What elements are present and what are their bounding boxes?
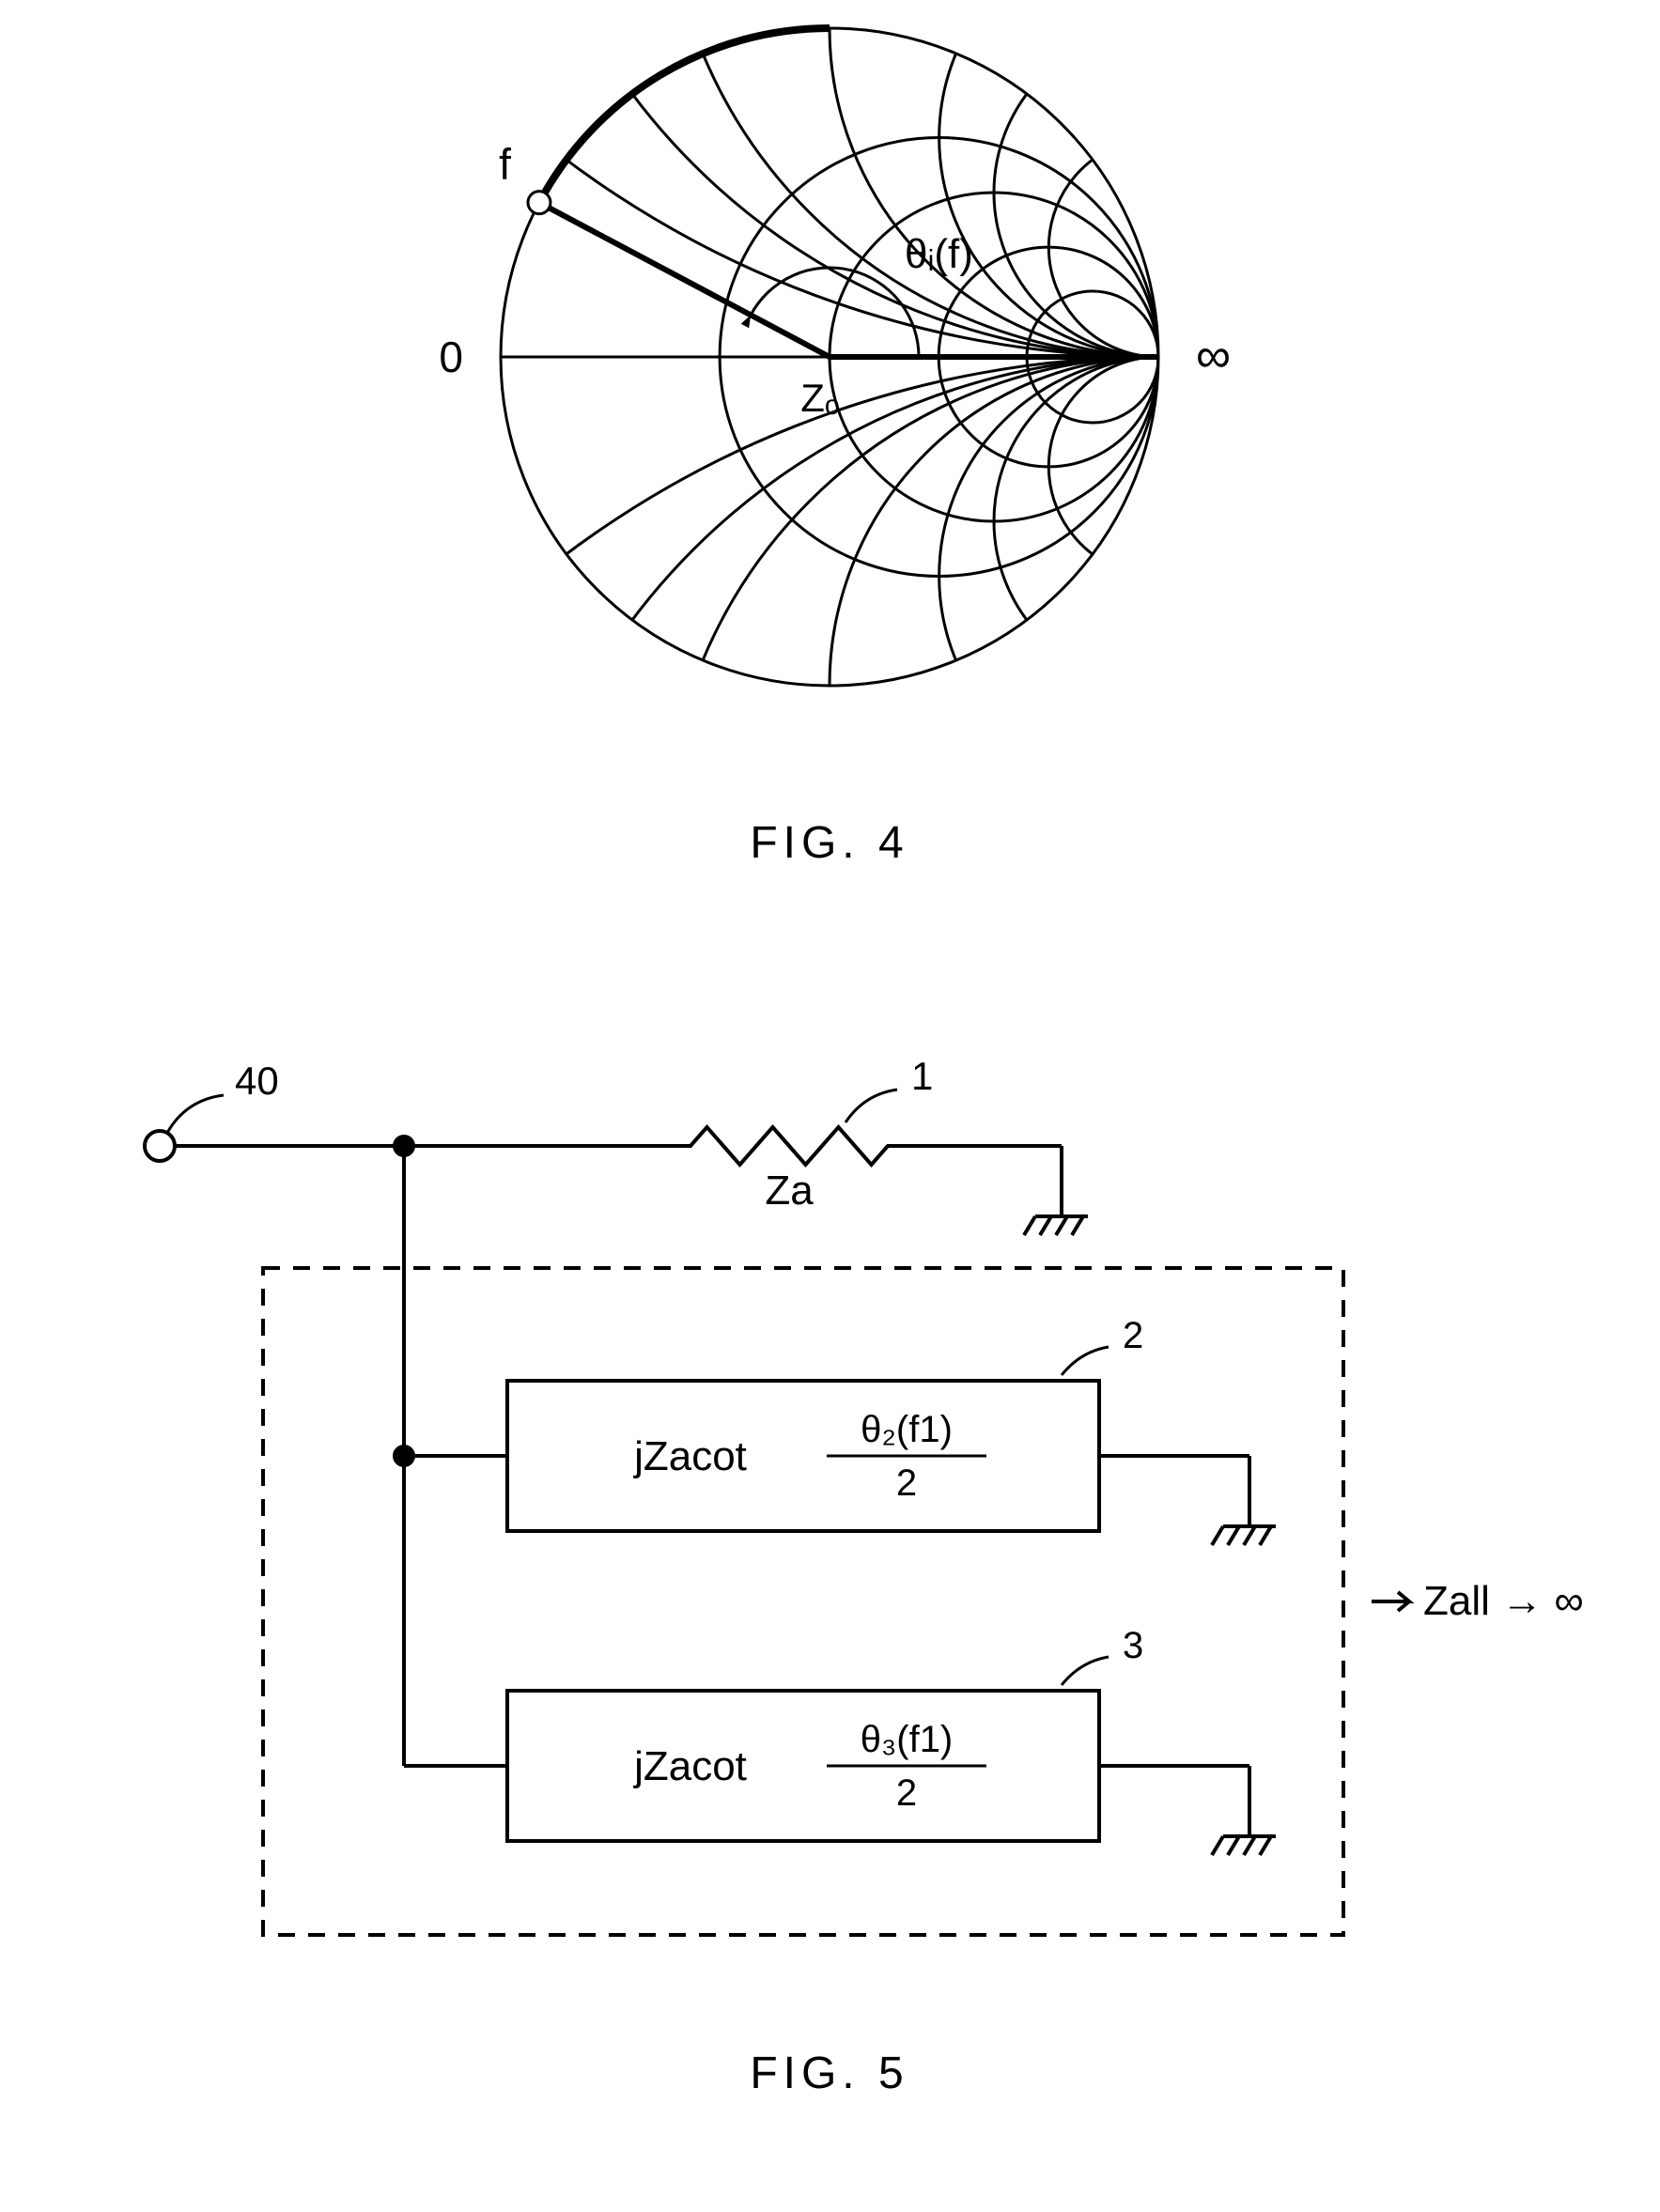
svg-text:Za: Za <box>765 1168 814 1214</box>
svg-text:f: f <box>499 140 511 189</box>
svg-text:3: 3 <box>1123 1625 1143 1666</box>
svg-text:2: 2 <box>1123 1315 1143 1356</box>
svg-text:θ₃(f1): θ₃(f1) <box>861 1719 954 1760</box>
page: 0 ∞ Zₒ f θᵢ(f) FIG. 4 40 Za 1 jZacot θ₂(f1) 2 2 jZa… <box>0 0 1660 2212</box>
svg-text:2: 2 <box>896 1772 917 1814</box>
svg-text:Zₒ: Zₒ <box>800 376 840 420</box>
svg-text:jZacot: jZacot <box>632 1433 747 1479</box>
svg-text:θᵢ(f): θᵢ(f) <box>905 231 973 277</box>
svg-text:jZacot: jZacot <box>632 1743 747 1789</box>
svg-text:1: 1 <box>911 1054 933 1098</box>
svg-text:Zall → ∞: Zall → ∞ <box>1423 1578 1584 1624</box>
fig5-caption: FIG. 5 <box>642 2048 1017 2099</box>
svg-text:2: 2 <box>896 1462 917 1504</box>
fig4-caption: FIG. 4 <box>642 817 1017 869</box>
svg-text:0: 0 <box>439 333 463 381</box>
svg-text:θ₂(f1): θ₂(f1) <box>861 1409 953 1450</box>
svg-text:40: 40 <box>235 1059 279 1103</box>
smith-chart: 0 ∞ Zₒ f θᵢ(f) <box>0 0 1660 845</box>
svg-text:∞: ∞ <box>1196 329 1231 383</box>
circuit-fig5: 40 Za 1 jZacot θ₂(f1) 2 2 jZacot θ₃(f1) 2 3 Zall → … <box>0 986 1660 2019</box>
